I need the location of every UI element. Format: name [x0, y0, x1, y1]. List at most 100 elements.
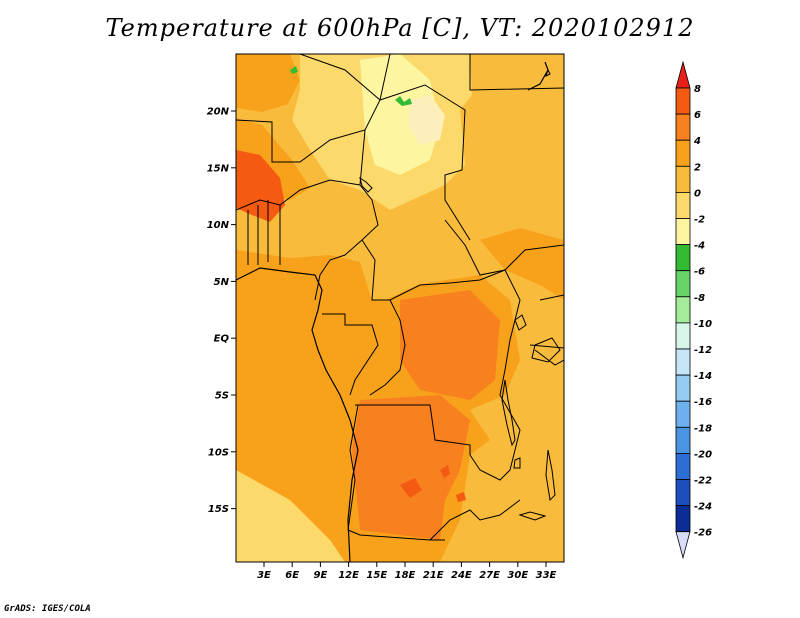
border-algeria-mali — [299, 54, 381, 101]
border-chad-libya — [379, 84, 471, 241]
chart-title: Temperature at 600hPa [C], VT: 202010291… — [105, 14, 695, 42]
lake-albert — [514, 314, 527, 331]
legend-label: -6 — [694, 267, 705, 278]
legend-band — [675, 113, 691, 141]
border-gabon-congo — [322, 313, 379, 396]
legend-arrow-bottom — [675, 531, 691, 560]
border-angola-drc — [355, 404, 471, 455]
lake-malawi — [545, 449, 556, 502]
lon-tick-label: 27E — [479, 570, 500, 581]
lake-chad — [359, 176, 373, 193]
field-patch-red-1 — [400, 478, 422, 498]
legend-band — [675, 165, 691, 193]
lat-tick-label: 5N — [214, 277, 230, 288]
legend-label: 4 — [693, 136, 701, 147]
legend-band — [675, 322, 691, 350]
legend-band — [675, 87, 691, 115]
field-cold-core — [408, 95, 445, 145]
legend-band — [675, 426, 691, 454]
legend-band — [675, 348, 691, 376]
axis-ticks: 20N 15N 10N 5N EQ 5S 10S 15S 3E 6E 9E 12E 15E 18E 21E 2… — [207, 107, 557, 582]
lat-tick-label: EQ — [214, 334, 230, 345]
border-tanzania — [534, 349, 564, 366]
lat-tick-label: 5S — [215, 391, 229, 402]
color-legend: 8 6 4 2 0 -2 -4 -6 -8 -10 -12 -14 -16 -18 -20 -22 -24 -26 — [675, 60, 712, 560]
border-zambia — [429, 499, 521, 541]
legend-band — [675, 218, 691, 246]
lake-kariba — [518, 511, 547, 521]
legend-band — [675, 270, 691, 298]
legend-label: -10 — [694, 319, 712, 330]
lon-tick-label: 9E — [314, 570, 328, 581]
legend-band — [675, 374, 691, 402]
lon-tick-label: 33E — [536, 570, 557, 581]
legend-band — [675, 452, 691, 480]
legend-band — [675, 400, 691, 428]
lake-nasser — [545, 68, 551, 77]
lake-victoria — [531, 337, 561, 363]
lon-tick-label: 30E — [507, 570, 528, 581]
credit-label: GrADS: IGES/COLA — [4, 604, 91, 614]
field-patch-green-2 — [395, 96, 412, 106]
legend-label: -24 — [694, 502, 712, 513]
lakes — [359, 68, 561, 521]
temperature-field — [236, 54, 564, 562]
legend-label: -2 — [694, 215, 705, 226]
legend-band — [675, 479, 691, 507]
lon-tick-label: 15E — [366, 570, 387, 581]
border-west-sahel — [236, 54, 391, 163]
coastline-west-africa — [236, 267, 359, 562]
legend-label: -22 — [694, 476, 712, 487]
border-egypt-sudan — [469, 54, 564, 91]
legend-label: -14 — [694, 371, 712, 382]
legend-label: -18 — [694, 423, 712, 434]
lat-tick-label: 20N — [207, 107, 230, 118]
field-hot-angola — [352, 395, 470, 540]
field-hot-sahel — [236, 150, 285, 222]
border-car — [361, 239, 506, 301]
legend-label: 6 — [694, 110, 701, 121]
legend-label: -12 — [694, 345, 712, 356]
lat-tick-label: 10N — [207, 220, 230, 231]
lon-tick-label: 12E — [338, 570, 359, 581]
field-warm-nw — [236, 54, 300, 112]
legend-label: -16 — [694, 397, 712, 408]
field-patch-red-2 — [440, 465, 450, 478]
lat-tick-label: 10S — [208, 447, 229, 458]
lon-tick-label: 18E — [395, 570, 416, 581]
field-warm-east — [480, 228, 564, 300]
legend-band — [675, 505, 691, 533]
legend-label: 0 — [694, 188, 701, 199]
lat-tick-label: 15S — [208, 504, 229, 515]
legend-label: -26 — [694, 528, 712, 539]
legend-arrow-top — [675, 60, 691, 89]
legend-label: 2 — [694, 162, 701, 173]
lon-tick-label: 21E — [423, 570, 444, 581]
lake-mweru — [513, 457, 521, 469]
legend-band — [675, 139, 691, 167]
border-coastal-states — [247, 200, 281, 265]
legend-label: -8 — [694, 293, 705, 304]
lat-tick-label: 15N — [207, 163, 230, 174]
coastline — [236, 61, 549, 562]
lake-tanganyika — [501, 379, 516, 447]
field-patch-red-3 — [456, 492, 466, 502]
coastline-red-sea — [527, 61, 549, 91]
border-sudan-ssd — [444, 219, 564, 276]
legend-label: 8 — [694, 84, 701, 95]
legend-band — [675, 244, 691, 272]
field-patch-green-1 — [290, 66, 298, 74]
legend-label: -20 — [694, 449, 712, 460]
border-congo-drc — [369, 299, 406, 396]
field-hot-congo — [400, 290, 500, 400]
legend-label: -4 — [694, 241, 705, 252]
border-burkina — [236, 179, 361, 211]
field-cool-southwest — [236, 470, 345, 562]
lon-tick-label: 6E — [285, 570, 299, 581]
legend-band — [675, 296, 691, 324]
map-frame — [235, 53, 565, 563]
legend-band — [675, 191, 691, 219]
lon-tick-label: 3E — [257, 570, 271, 581]
lon-tick-label: 24E — [451, 570, 472, 581]
